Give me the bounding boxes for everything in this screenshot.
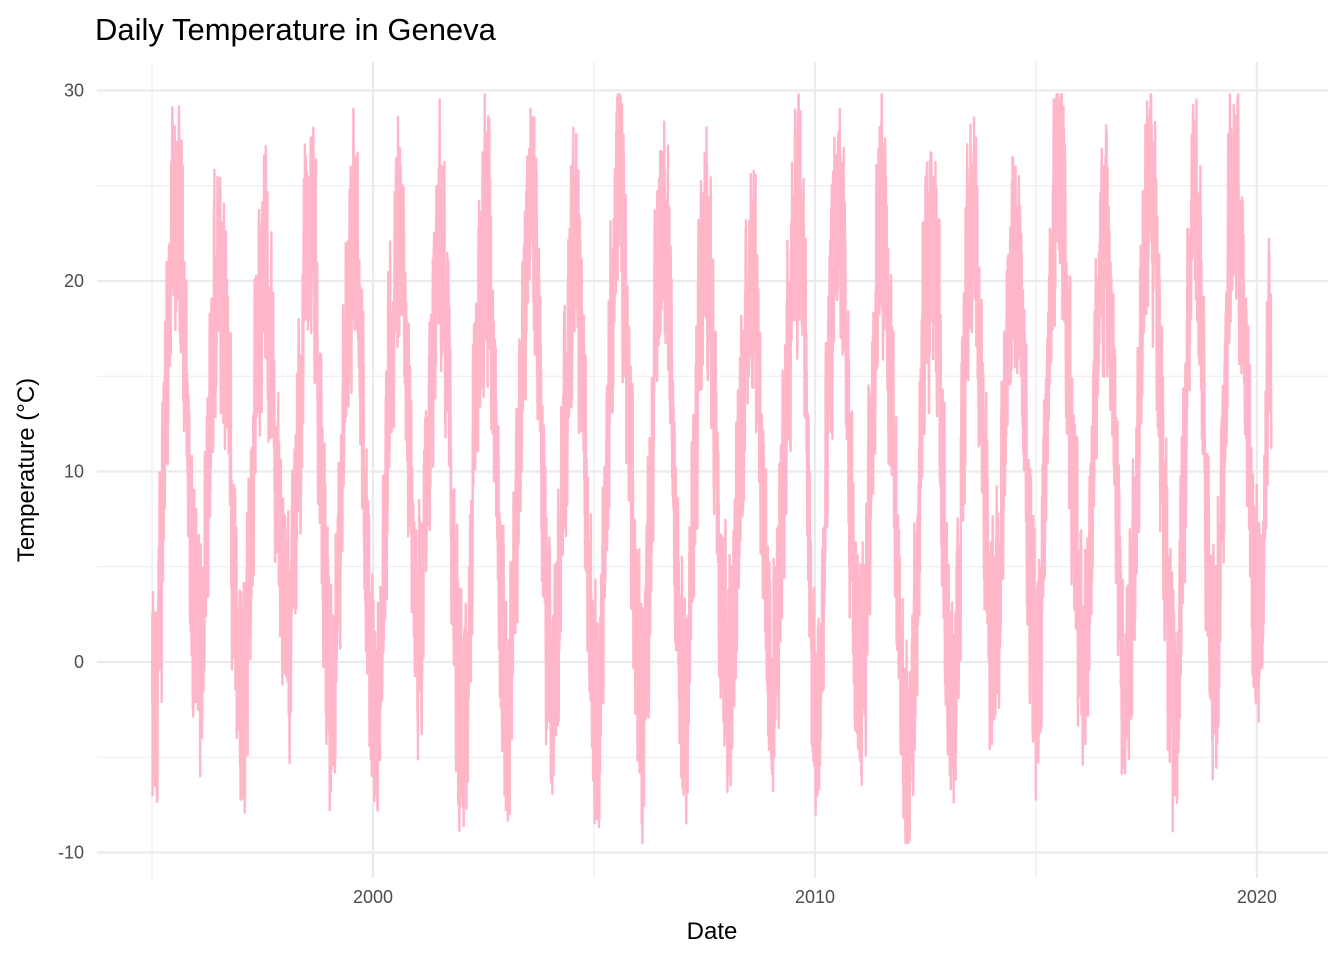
x-axis-title: Date — [687, 918, 738, 945]
x-tick-label: 2000 — [353, 887, 393, 907]
x-axis-tick-labels: 2000 2010 2020 — [353, 887, 1277, 907]
y-tick-label: 0 — [74, 652, 84, 672]
chart-title: Daily Temperature in Geneva — [95, 12, 497, 47]
temperature-series-line — [150, 93, 1273, 845]
y-tick-label: 30 — [64, 81, 84, 101]
x-tick-label: 2020 — [1237, 887, 1277, 907]
y-tick-label: -10 — [58, 843, 84, 863]
y-axis-tick-labels: -10 0 10 20 30 — [58, 81, 84, 863]
x-tick-label: 2010 — [795, 887, 835, 907]
y-tick-label: 10 — [64, 462, 84, 482]
y-tick-label: 20 — [64, 271, 84, 291]
y-axis-title: Temperature (°C) — [13, 378, 40, 562]
